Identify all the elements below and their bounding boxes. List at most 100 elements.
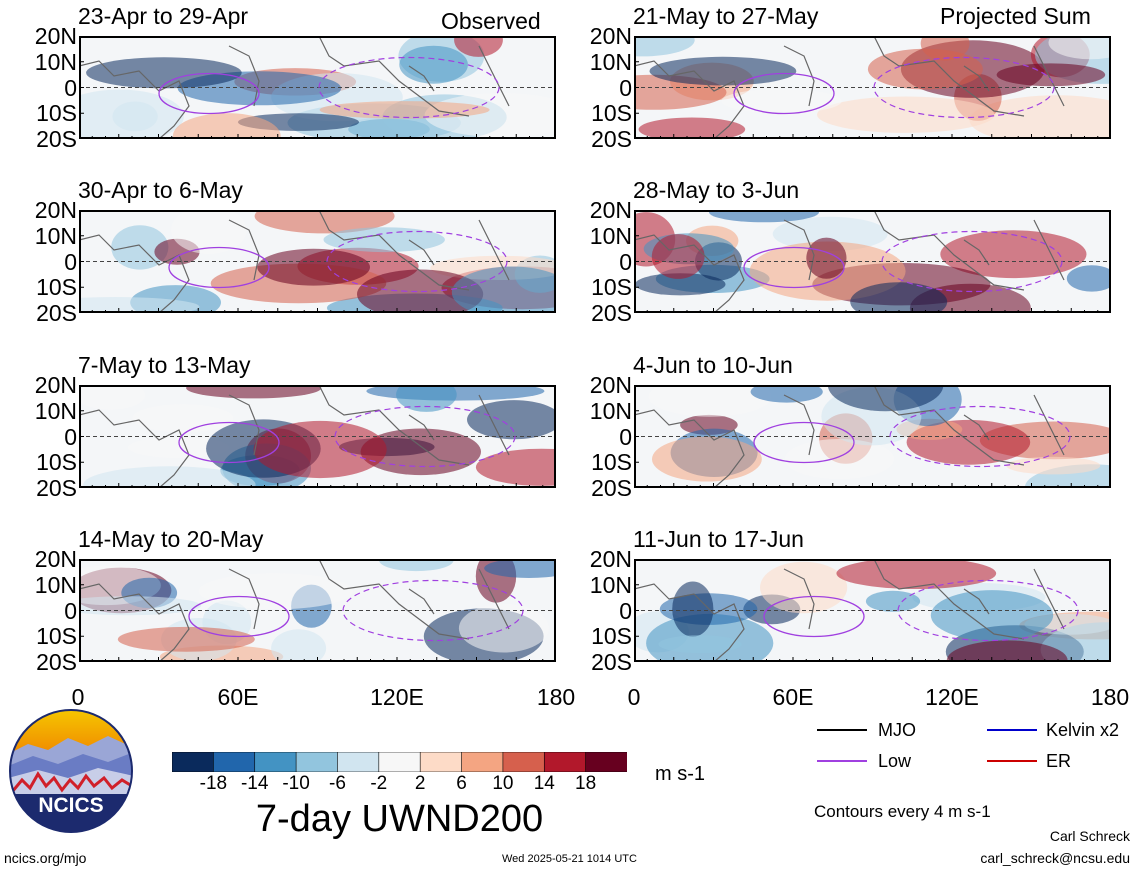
low-contour	[753, 421, 855, 464]
low-contour-dashed	[889, 405, 1071, 468]
shading-blob	[865, 590, 921, 612]
lat-tick-label: 20S	[36, 475, 77, 501]
lat-tick-label: 20N	[34, 23, 77, 49]
shading-blob	[867, 48, 983, 90]
coastline	[634, 385, 1065, 488]
colorbar-swatch	[378, 751, 421, 773]
colorbar-swatch	[502, 751, 546, 773]
shading-blob	[658, 635, 742, 654]
lon-tick-180-left: 180	[536, 684, 576, 710]
colorbar-tick-label: -18	[199, 773, 228, 794]
low-contour-dashed	[881, 230, 1063, 293]
shading-blob	[271, 629, 327, 662]
shading-blob	[117, 626, 255, 652]
shading-blob	[484, 559, 556, 578]
observed-label: Observed	[441, 8, 541, 34]
low-contour	[168, 246, 270, 289]
low-contour-dashed	[334, 405, 516, 468]
map-panel-svg	[79, 210, 556, 313]
colorbar-tick-label: 14	[533, 773, 555, 794]
footer-url[interactable]: ncics.org/mjo	[4, 850, 87, 866]
shading-blob	[360, 428, 481, 476]
shading-blob	[79, 89, 184, 139]
map-panel-svg	[634, 385, 1111, 488]
shading-blob	[930, 590, 1054, 641]
lon-tick-180-right: 180	[1090, 684, 1130, 710]
colorbar-tick-label: 10	[492, 773, 514, 794]
shading-blob	[806, 237, 847, 279]
footer-email[interactable]: carl_schreck@ncsu.edu	[980, 850, 1130, 866]
colorbar-swatch	[213, 751, 256, 773]
lat-tick-label: 10N	[589, 222, 632, 249]
lat-tick-label: 10N	[589, 571, 632, 598]
colorbar-swatch	[419, 751, 463, 773]
units-label: m s-1	[655, 763, 705, 785]
panel-title: 23-Apr to 29-Apr	[78, 3, 249, 29]
lat-tick-label: 10S	[36, 449, 77, 476]
colorbar-swatch	[461, 751, 504, 773]
shading-blob	[127, 437, 229, 458]
low-contour-dashed	[342, 579, 524, 642]
shading-blob	[709, 210, 819, 223]
lat-tick-label: 20N	[34, 546, 77, 572]
lat-tick-label: 10S	[36, 100, 77, 127]
shading-blob	[672, 581, 714, 637]
logo-text: NCICS	[38, 794, 103, 817]
shading-blob	[186, 385, 322, 399]
map-panel	[79, 559, 556, 662]
shading-blob	[940, 230, 1087, 279]
low-contour	[188, 595, 290, 638]
shading-blob	[379, 559, 454, 572]
legend-lines-right	[987, 729, 1037, 762]
shading-blob	[399, 45, 468, 84]
panel-title: 21-May to 27-May	[633, 3, 819, 29]
panel-title: 11-Jun to 17-Jun	[633, 526, 804, 552]
projected-label: Projected Sum	[940, 3, 1091, 29]
shading-blob	[475, 448, 556, 486]
colorbar-tick-label: 6	[456, 773, 467, 794]
footer-timestamp: Wed 2025-05-21 1014 UTC	[502, 853, 637, 865]
panel-title: 4-Jun to 10-Jun	[633, 352, 793, 378]
lat-tick-label: 10N	[34, 48, 77, 75]
shading-blob	[198, 573, 353, 610]
lat-tick-label: 20N	[34, 372, 77, 398]
ncics-logo: NCICS	[8, 708, 134, 834]
colorbar-swatch	[585, 751, 628, 773]
shading-blob	[772, 216, 888, 251]
lat-tick-label: 0	[619, 248, 632, 275]
panel-title: 7-May to 13-May	[78, 352, 251, 378]
lon-tick-60-right: 60E	[772, 684, 814, 710]
coastline	[79, 385, 510, 488]
colorbar-swatch	[543, 751, 587, 773]
map-panel-svg	[634, 36, 1111, 139]
shading-blob	[467, 400, 556, 440]
shading-blob	[132, 404, 234, 433]
lat-tick-label: 0	[619, 423, 632, 450]
lat-tick-label: 10N	[589, 48, 632, 75]
map-panel-svg	[634, 210, 1111, 313]
shading-blob	[652, 436, 762, 482]
lat-tick-label: 20N	[589, 372, 632, 398]
shading-blob	[171, 210, 247, 254]
shading-blob	[257, 248, 370, 286]
chart-title: 7-day UWND200	[255, 798, 544, 840]
shading-blob	[784, 439, 895, 480]
shading-blob	[969, 95, 1111, 139]
low-contour-dashed	[318, 56, 500, 119]
shading-blob	[396, 385, 457, 412]
lat-tick-label: 20S	[36, 649, 77, 675]
map-panel	[79, 385, 556, 488]
map-panel	[79, 36, 556, 139]
lat-tick-label: 20N	[589, 23, 632, 49]
shading-blob	[850, 282, 948, 313]
map-panel-svg	[79, 36, 556, 139]
colorbar-tick-label: -6	[329, 773, 346, 794]
lon-tick-120-left: 120E	[370, 684, 424, 710]
lat-tick-label: 10S	[591, 623, 632, 650]
legend-er: ER	[1046, 751, 1072, 771]
shading-blob	[634, 36, 695, 57]
colorbar-swatch	[295, 751, 339, 773]
coastline	[634, 559, 1065, 662]
colorbar-swatch	[254, 751, 297, 773]
colorbar-tick-label: -2	[370, 773, 388, 794]
